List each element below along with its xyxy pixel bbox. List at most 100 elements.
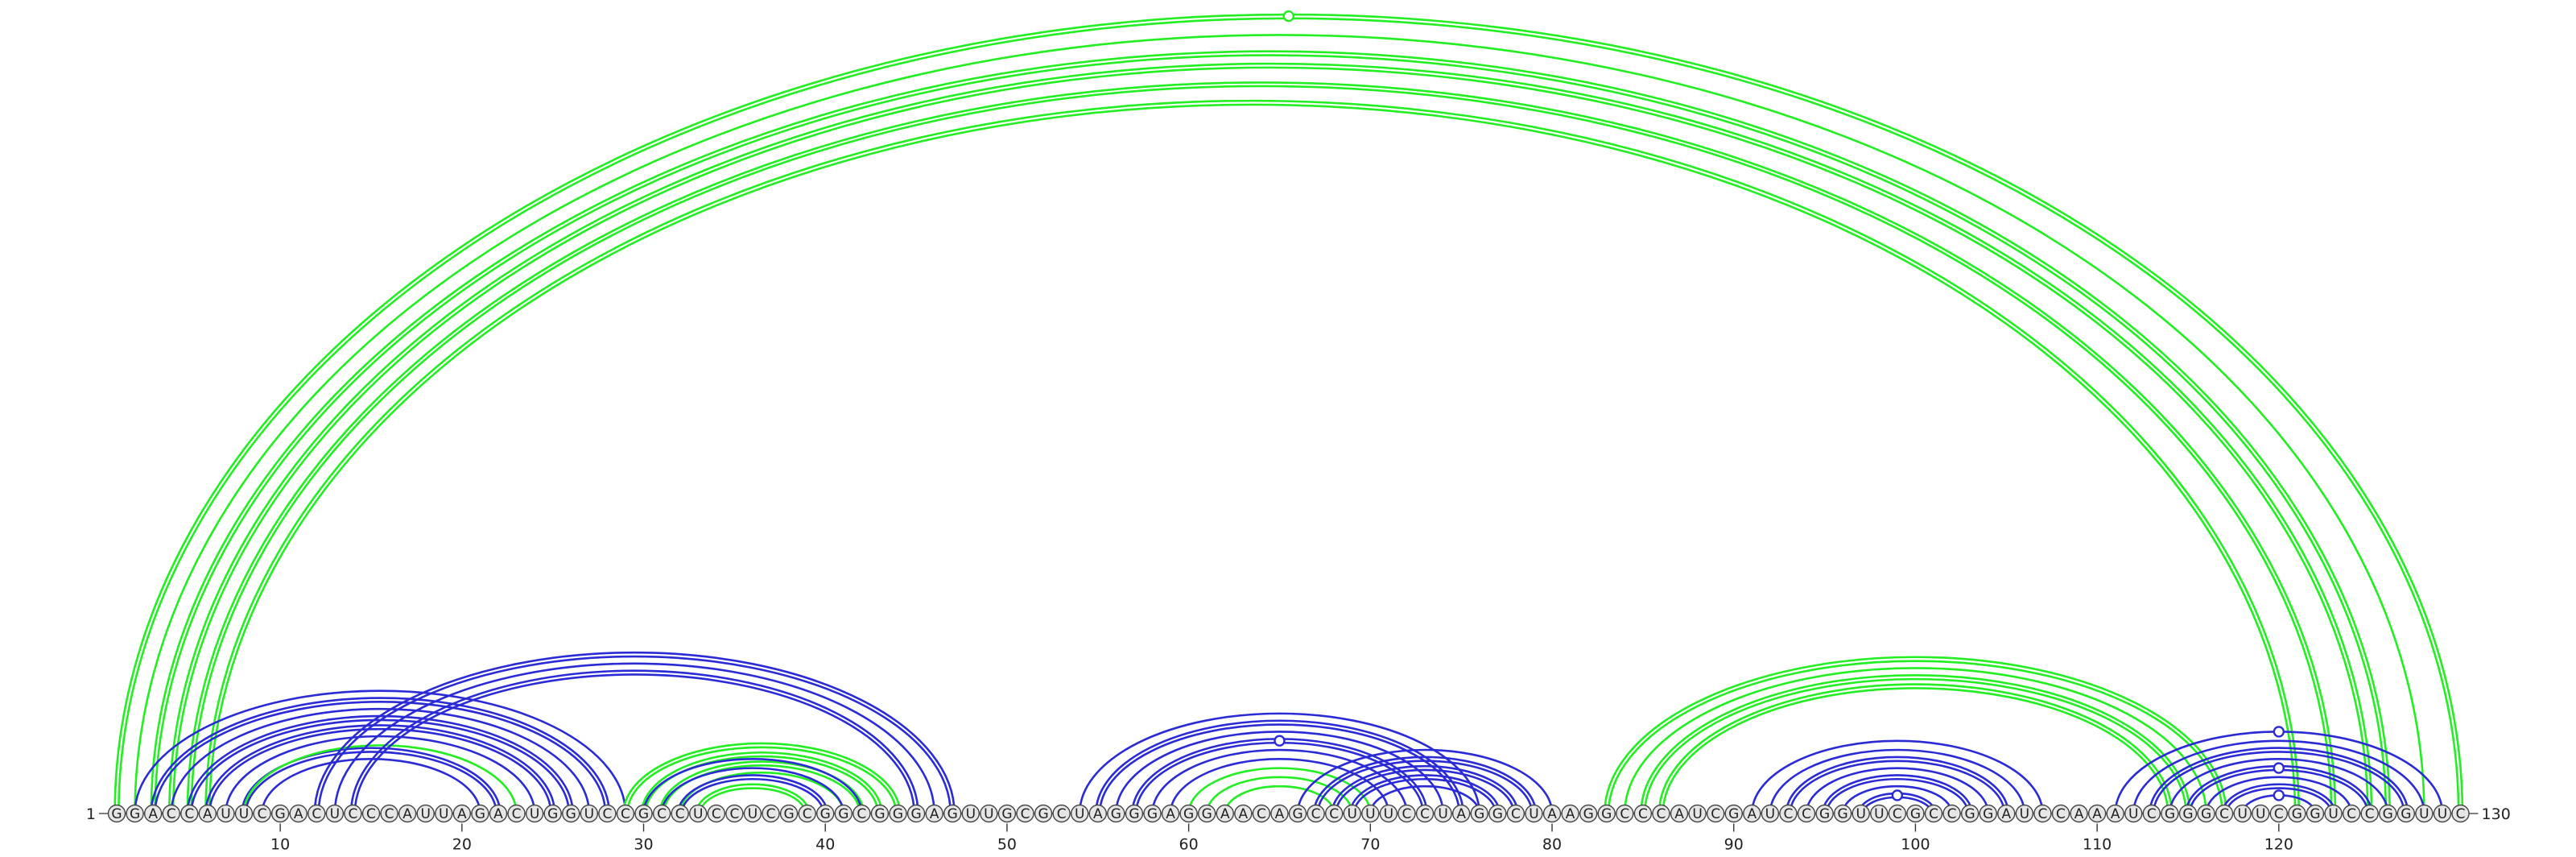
arc-blue-117-123 <box>2225 787 2333 814</box>
arc-blue-93-105 <box>1785 756 2009 814</box>
nucleotide-48: U <box>961 804 980 823</box>
nucleotide-circle <box>1234 804 1253 823</box>
nucleotide-59: A <box>1161 804 1180 823</box>
nucleotide-circle <box>1652 804 1670 823</box>
nucleotide-circle <box>562 804 580 823</box>
nucleotide-letter: G <box>566 806 576 822</box>
nucleotide-63: A <box>1234 804 1253 823</box>
nucleotide-45: G <box>906 804 926 823</box>
nucleotide-letter: G <box>2401 806 2411 822</box>
nucleotide-letter: C <box>1021 806 1030 822</box>
nucleotide-circle <box>2215 804 2234 823</box>
nucleotide-letter: G <box>1601 806 1612 822</box>
nucleotide-circle <box>671 804 689 823</box>
nucleotide-circle <box>2433 804 2452 823</box>
nucleotide-111: A <box>2106 804 2124 823</box>
nucleotide-66: G <box>1288 804 1307 823</box>
nucleotide-circle <box>1270 804 1289 823</box>
nucleotide-circle <box>1016 804 1034 823</box>
nucleotide-circle <box>1434 804 1452 823</box>
nucleotide-letter: C <box>657 806 667 822</box>
arc-blue-92-106 <box>1769 748 2026 814</box>
nucleotide-circle <box>1888 804 1907 823</box>
nucleotide-letter: C <box>1802 806 1811 822</box>
nucleotide-circle <box>525 804 544 823</box>
nucleotide-circle <box>1779 804 1798 823</box>
tick-label-40: 40 <box>815 836 835 854</box>
nucleotide-letter: G <box>547 806 558 822</box>
nucleotide-letter: C <box>366 806 376 822</box>
nucleotide-letter: U <box>1692 806 1702 822</box>
nucleotide-circle <box>234 804 254 823</box>
nucleotide-105: A <box>1997 804 2016 823</box>
nucleotide-circle <box>1724 804 1743 823</box>
nucleotide-letter: U <box>693 806 703 822</box>
nucleotide-circle <box>1706 804 1725 823</box>
nucleotide-circle <box>889 804 907 823</box>
nucleotide-circle <box>1216 804 1234 823</box>
nucleotide-circle <box>2379 804 2397 823</box>
nucleotide-letter: A <box>1220 806 1230 822</box>
nucleotide-letter: G <box>1147 806 1158 822</box>
nucleotide-108: C <box>2051 804 2070 823</box>
nucleotide-127: G <box>2396 804 2416 823</box>
nucleotide-81: A <box>1561 804 1579 823</box>
nucleotide-letter: A <box>1566 806 1575 822</box>
nucleotide-letter: G <box>838 806 848 822</box>
nucleotide-letter: G <box>893 806 903 822</box>
nucleotide-circle <box>1506 804 1525 823</box>
tick-label-50: 50 <box>997 836 1017 854</box>
nucleotide-letter: C <box>729 806 739 822</box>
arc-green-83-117 <box>1607 660 2224 814</box>
nucleotide-letter: G <box>1583 806 1594 822</box>
nucleotide-letter: C <box>385 806 394 822</box>
nucleotide-circle <box>1924 804 1943 823</box>
nucleotide-82: G <box>1579 804 1598 823</box>
nucleotide-26: G <box>562 804 580 823</box>
arc-blue-116-124 <box>2205 776 2353 814</box>
nucleotide-letter: U <box>1765 806 1775 822</box>
arc-green-6-121 <box>209 105 2295 814</box>
tick-label-110: 110 <box>2083 836 2112 854</box>
nucleotide-circle <box>1833 804 1852 823</box>
nucleotide-91: A <box>1743 804 1761 823</box>
nucleotide-letter: C <box>1893 806 1902 822</box>
nucleotide-letter: G <box>1492 806 1503 822</box>
arc-blue-66-80 <box>1296 748 1554 814</box>
nucleotide-letter: C <box>2274 806 2284 822</box>
nucleotide-9: C <box>253 804 271 823</box>
arc-blue-32-40 <box>680 777 825 814</box>
nucleotide-circle <box>961 804 980 823</box>
nucleotide-15: C <box>361 804 381 823</box>
nucleotide-letter: C <box>1929 806 1938 822</box>
arc-blue-31-41 <box>660 767 845 814</box>
nucleotide-circle <box>1542 804 1562 823</box>
nucleotide-97: U <box>1852 804 1870 823</box>
nucleotide-129: U <box>2433 804 2452 823</box>
arc-blue-54-76 <box>1078 712 1481 814</box>
nucleotide-6: A <box>198 804 217 823</box>
nucleotide-letter: U <box>2237 806 2247 822</box>
nucleotide-circle <box>1797 804 1816 823</box>
arc-green-29-44 <box>622 742 902 814</box>
nucleotide-85: C <box>1633 804 1653 823</box>
arc-blue-12-47 <box>317 655 952 814</box>
arc-blue-68-78 <box>1335 768 1515 814</box>
nucleotide-circle <box>1743 804 1761 823</box>
arc-blue-13-46 <box>333 662 935 814</box>
nucleotide-circle <box>1616 804 1634 823</box>
arc-green-33-39 <box>699 787 807 814</box>
nucleotide-circle <box>980 804 998 823</box>
nucleotide-letter: C <box>1511 806 1521 822</box>
nucleotide-65: A <box>1270 804 1289 823</box>
arc-blue-7-24 <box>225 735 536 814</box>
arc-green-5-123 <box>190 85 2333 814</box>
nucleotide-114: G <box>2161 804 2179 823</box>
nucleotide-letter: A <box>2074 806 2084 822</box>
nucleotide-letter: C <box>2347 806 2356 822</box>
nucleotide-letter: G <box>1111 806 1121 822</box>
nucleotide-letter: G <box>1001 806 1012 822</box>
nucleotide-letter: U <box>2020 806 2029 822</box>
